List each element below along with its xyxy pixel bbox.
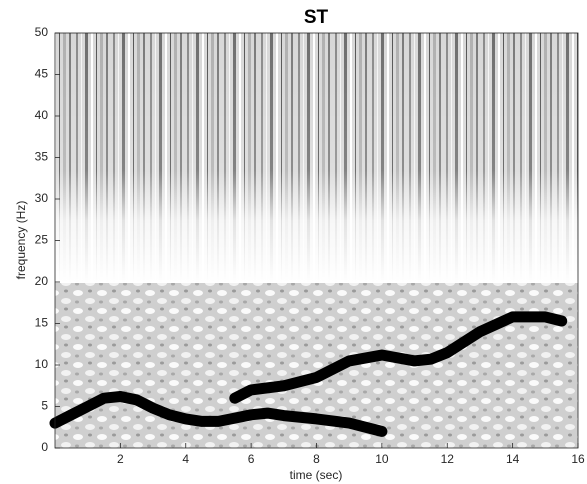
x-tick-label: 4 (182, 452, 189, 466)
y-tick-label: 0 (41, 440, 48, 454)
x-tick-label: 8 (313, 452, 320, 466)
x-tick-label: 6 (248, 452, 255, 466)
plot-layer (49, 311, 568, 437)
y-tick-label: 15 (35, 316, 49, 330)
y-tick-label: 5 (41, 399, 48, 413)
y-tick-label: 40 (35, 108, 49, 122)
x-tick-label: 14 (506, 452, 520, 466)
y-tick-label: 30 (35, 191, 49, 205)
y-tick-label: 10 (35, 357, 49, 371)
ridge-line (49, 391, 388, 437)
y-tick-label: 45 (35, 67, 49, 81)
ridge-line (229, 311, 568, 404)
x-tick-label: 12 (441, 452, 455, 466)
y-tick-label: 50 (35, 25, 49, 39)
y-axis-label: frequency (Hz) (14, 201, 28, 280)
x-tick-label: 16 (571, 452, 585, 466)
y-tick-label: 20 (35, 274, 49, 288)
x-tick-label: 10 (375, 452, 389, 466)
x-tick-label: 2 (117, 452, 124, 466)
heatmap-texture (55, 33, 578, 448)
chart-title: ST (304, 7, 329, 28)
y-tick-label: 35 (35, 150, 49, 164)
y-tick-label: 25 (35, 233, 49, 247)
x-axis-label: time (sec) (290, 468, 343, 482)
